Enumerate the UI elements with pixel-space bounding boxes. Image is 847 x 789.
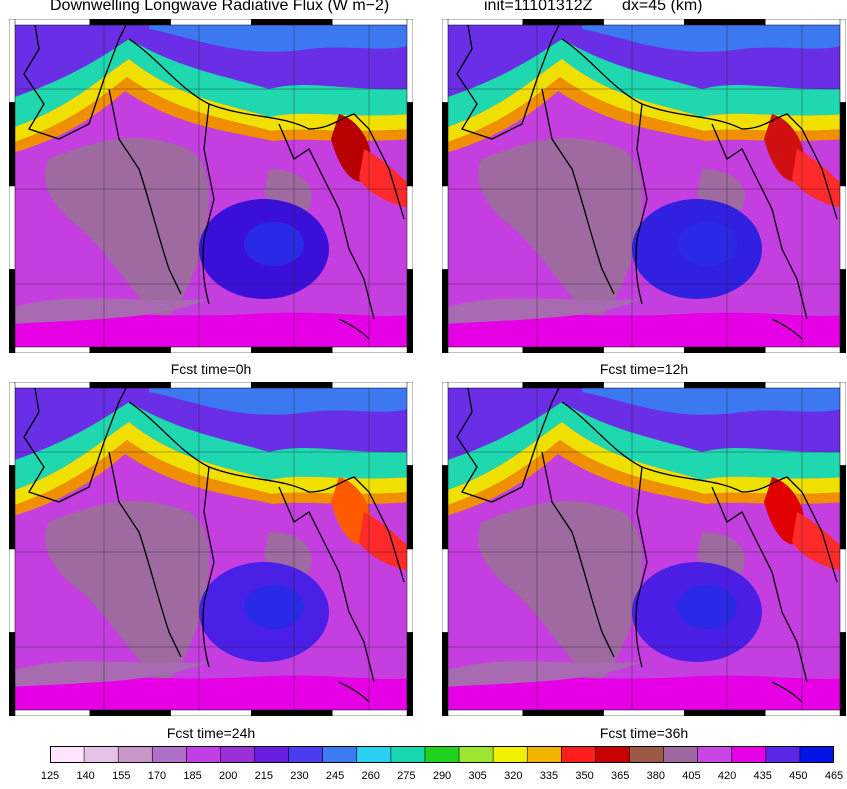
colorbar-swatch [84, 746, 119, 763]
colorbar-tick-label: 140 [76, 770, 95, 782]
colorbar-swatch [356, 746, 392, 763]
colorbar-swatch [629, 746, 665, 763]
colorbar-swatch [663, 746, 699, 763]
colorbar-swatch [799, 746, 834, 763]
colorbar-swatch [731, 746, 767, 763]
colorbar-tick-label: 365 [610, 770, 630, 782]
map-panel-0h [9, 19, 413, 353]
colorbar-tick-label: 275 [397, 770, 416, 782]
colorbar-tick-label: 125 [40, 770, 60, 782]
colorbar-tick-label: 420 [717, 770, 737, 782]
panel-caption-0h: Fcst time=0h [170, 361, 252, 377]
colorbar-tick-label: 185 [183, 770, 202, 782]
colorbar-tick-label: 405 [682, 770, 701, 782]
colorbar-swatch [186, 746, 221, 763]
colorbar-swatch [424, 746, 460, 763]
colorbar-tick-label: 350 [575, 770, 594, 782]
colorbar-swatch [288, 746, 324, 763]
colorbar-tick-label: 230 [290, 770, 309, 782]
panel-caption-36h: Fcst time=36h [599, 725, 689, 741]
colorbar-swatch [459, 746, 494, 763]
colorbar-swatch [118, 746, 153, 763]
colorbar-tick-label: 245 [325, 770, 345, 782]
colorbar-tick-label: 200 [218, 770, 238, 782]
colorbar-svg [50, 746, 834, 763]
flux-map [9, 19, 413, 353]
colorbar [50, 746, 834, 763]
colorbar-tick-label: 380 [646, 770, 665, 782]
colorbar-swatch [322, 746, 358, 763]
colorbar-tick-label: 215 [254, 770, 273, 782]
colorbar-tick-label: 335 [539, 770, 559, 782]
colorbar-tick-label: 155 [112, 770, 131, 782]
colorbar-tick-label: 320 [504, 770, 523, 782]
map-panel-24h [9, 382, 413, 716]
map-panel-12h [442, 19, 846, 353]
colorbar-tick-label: 450 [789, 770, 808, 782]
colorbar-tick-label: 260 [361, 770, 380, 782]
colorbar-tick-label: 290 [432, 770, 452, 782]
colorbar-swatch [50, 746, 85, 763]
flux-map [9, 382, 413, 716]
colorbar-swatch [254, 746, 290, 763]
colorbar-swatch [220, 746, 256, 763]
flux-map [442, 382, 846, 716]
colorbar-tick-label: 435 [753, 770, 772, 782]
colorbar-tick-label: 170 [147, 770, 167, 782]
flux-map [442, 19, 846, 353]
panel-caption-24h: Fcst time=24h [166, 725, 256, 741]
colorbar-tick-labels: 125 140 155 170 185 200 215 230 245 260 275 290 305 3… [0, 770, 847, 786]
colorbar-swatch [697, 746, 733, 763]
colorbar-swatch [493, 746, 528, 763]
colorbar-tick-label: 465 [824, 770, 844, 782]
colorbar-swatch [561, 746, 596, 763]
colorbar-swatch [390, 746, 426, 763]
title-dx: dx=45 (km) [622, 0, 703, 14]
colorbar-tick-label: 305 [468, 770, 487, 782]
panel-caption-12h: Fcst time=12h [599, 361, 689, 377]
colorbar-swatch [595, 746, 630, 763]
map-panel-36h [442, 382, 846, 716]
colorbar-swatch [152, 746, 187, 763]
figure-title: Downwelling Longwave Radiative Flux (W m… [0, 0, 847, 19]
title-init: init=11101312Z [484, 0, 593, 14]
title-main: Downwelling Longwave Radiative Flux (W m… [50, 0, 390, 14]
colorbar-swatch [765, 746, 801, 763]
colorbar-swatch [527, 746, 562, 763]
